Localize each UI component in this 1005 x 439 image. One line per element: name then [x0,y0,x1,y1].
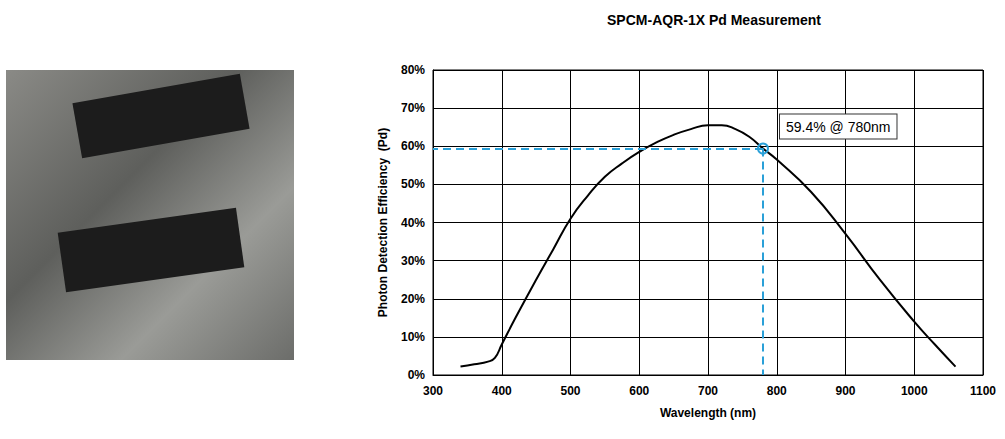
svg-text:50%: 50% [401,177,425,191]
svg-text:59.4% @ 780nm: 59.4% @ 780nm [786,119,891,135]
svg-text:1000: 1000 [901,384,928,398]
svg-text:0%: 0% [408,368,426,382]
svg-text:40%: 40% [401,216,425,230]
svg-text:300: 300 [423,384,443,398]
svg-text:900: 900 [835,384,855,398]
svg-text:Photon Detection Efficiency (: Photon Detection Efficiency (Pd) [376,128,390,317]
svg-text:30%: 30% [401,254,425,268]
svg-text:SPCM-AQR-1X Pd Measurement: SPCM-AQR-1X Pd Measurement [607,12,821,28]
svg-text:Wavelength (nm): Wavelength (nm) [660,406,756,420]
svg-text:600: 600 [629,384,649,398]
svg-text:700: 700 [698,384,718,398]
svg-text:60%: 60% [401,139,425,153]
svg-text:1100: 1100 [970,384,996,398]
svg-text:500: 500 [560,384,580,398]
svg-text:800: 800 [767,384,787,398]
svg-text:80%: 80% [401,63,425,77]
svg-text:400: 400 [492,384,512,398]
svg-text:10%: 10% [401,330,425,344]
svg-text:70%: 70% [401,101,425,115]
svg-text:20%: 20% [401,292,425,306]
